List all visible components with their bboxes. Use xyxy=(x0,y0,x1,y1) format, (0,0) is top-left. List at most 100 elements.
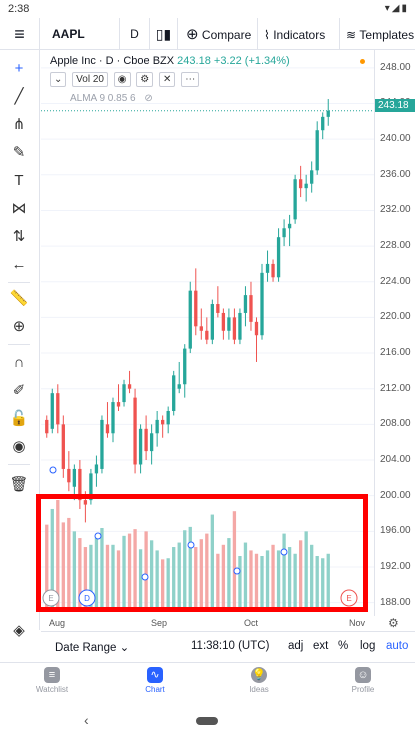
price-tick: 212.00 xyxy=(380,382,411,394)
volume-bar xyxy=(194,547,198,612)
drawing-toolbar: + ╱ ⋔ ✎ T ⋈ ⇅ ← 📏 ⊕ ∩ ✐ 🔓 ◉ 🗑 ◈ xyxy=(0,50,40,639)
prediction-icon[interactable]: ⇅ xyxy=(12,228,26,245)
volume-bar xyxy=(265,550,270,612)
back-icon[interactable]: ‹ xyxy=(84,712,89,728)
alma-legend: ALMA 9 0.85 6 ⊘ xyxy=(70,93,153,104)
pitchfork-icon[interactable]: ⋔ xyxy=(12,116,26,133)
layers-icon[interactable]: ◈ xyxy=(13,622,25,639)
volume-bar xyxy=(155,550,159,612)
price-tick: 196.00 xyxy=(380,525,411,537)
volume-bar xyxy=(138,549,143,612)
candle-body xyxy=(221,312,226,331)
crosshair-icon[interactable]: + xyxy=(14,60,24,77)
dividend-marker xyxy=(78,589,96,607)
candle-body xyxy=(282,228,286,238)
trash-icon[interactable]: 🗑 xyxy=(9,476,29,493)
volume-bar xyxy=(94,538,99,612)
tab-ideas[interactable]: 💡 Ideas xyxy=(229,667,289,694)
volume-bar xyxy=(260,556,264,612)
clock-time[interactable]: 11:38:10 (UTC) xyxy=(191,640,270,652)
zoom-icon[interactable]: ⊕ xyxy=(12,318,26,335)
menu-icon[interactable]: ≡ xyxy=(0,18,40,50)
volume-bar xyxy=(127,533,132,612)
auto-toggle[interactable]: auto xyxy=(386,640,409,652)
date-range-label: Date Range xyxy=(55,642,117,654)
interval-button[interactable]: D xyxy=(120,18,150,50)
ruler-icon[interactable]: 📏 xyxy=(9,290,29,307)
log-toggle[interactable]: log xyxy=(360,640,376,652)
volume-bar xyxy=(315,556,319,612)
visibility-icon[interactable]: ◉ xyxy=(113,72,131,87)
x-label-sep: Sep xyxy=(151,618,168,628)
price-tick: 188.00 xyxy=(380,596,411,608)
more-icon[interactable]: ⋯ xyxy=(181,72,200,87)
candle-body xyxy=(260,272,264,336)
percent-toggle[interactable]: % xyxy=(338,640,349,652)
candle-body xyxy=(177,384,181,389)
ext-toggle[interactable]: ext xyxy=(313,640,329,652)
volume-bar xyxy=(111,544,115,612)
candle-body xyxy=(310,170,314,184)
signal-dot xyxy=(187,541,195,549)
settings-gear-icon[interactable]: ⚙ xyxy=(388,616,399,630)
lock-icon[interactable]: 🔓 xyxy=(9,410,29,427)
lock-pencil-icon[interactable]: ✐ xyxy=(12,382,26,399)
templates-button[interactable]: ≋ Templates xyxy=(340,18,415,50)
close-icon[interactable]: ✕ xyxy=(159,72,176,87)
hidden-eye-icon[interactable]: ⊘ xyxy=(144,93,153,104)
chart-toolbar: ≡ AAPL D ▯▮ ⊕ Compare ⌇ Indicators ≋ Tem… xyxy=(0,18,415,50)
tab-chart[interactable]: ∿ Chart xyxy=(125,667,185,694)
volume-bar xyxy=(56,500,60,612)
price-axis[interactable]: 248.00244.00240.00236.00232.00228.00224.… xyxy=(374,50,415,616)
settings-icon[interactable]: ⚙ xyxy=(136,72,154,87)
trend-line-icon[interactable]: ╱ xyxy=(14,88,24,105)
candles-icon[interactable]: ▯▮ xyxy=(150,18,178,50)
eye-icon[interactable]: ◉ xyxy=(12,438,26,455)
volume-bar xyxy=(304,531,308,612)
candle-body xyxy=(45,419,49,434)
candle-body xyxy=(94,464,99,474)
candle-body xyxy=(271,263,275,278)
candle-body xyxy=(56,393,60,425)
adj-toggle[interactable]: adj xyxy=(288,640,304,652)
tab-profile-label: Profile xyxy=(351,685,375,694)
text-icon[interactable]: T xyxy=(14,172,24,189)
volume-bar xyxy=(216,553,220,612)
volume-bar xyxy=(122,535,126,612)
earnings-marker-upcoming xyxy=(340,589,358,607)
brush-icon[interactable]: ✎ xyxy=(12,144,26,161)
templates-label: Templates xyxy=(359,27,415,42)
back-arrow-icon[interactable]: ← xyxy=(11,256,27,273)
pattern-icon[interactable]: ⋈ xyxy=(11,200,27,217)
indicators-button[interactable]: ⌇ Indicators xyxy=(258,18,340,50)
candle-body xyxy=(249,295,253,322)
tab-watchlist[interactable]: ≡ Watchlist xyxy=(22,667,82,694)
ideas-icon: 💡 xyxy=(251,667,267,683)
candle-body xyxy=(89,473,93,501)
compare-button[interactable]: ⊕ Compare xyxy=(178,18,258,50)
chart-legend: Apple Inc · D · Cboe BZX 243.18 +3.22 (+… xyxy=(50,55,290,67)
candle-body xyxy=(78,468,82,501)
volume-bar xyxy=(199,539,203,612)
tab-profile[interactable]: ☺ Profile xyxy=(333,667,393,694)
signal-dot xyxy=(49,466,57,474)
price-tick: 204.00 xyxy=(380,454,411,466)
candle-body xyxy=(116,402,121,407)
candle-body xyxy=(326,110,330,117)
volume-bar xyxy=(205,533,209,612)
candle-body xyxy=(61,424,65,469)
status-time: 2:38 xyxy=(8,3,30,15)
date-range-button[interactable]: Date Range ⌄ xyxy=(55,640,129,654)
magnet-icon[interactable]: ∩ xyxy=(13,354,25,371)
candle-body xyxy=(276,237,281,278)
compare-label: Compare xyxy=(201,27,252,42)
collapse-icon[interactable]: ⌄ xyxy=(50,72,67,87)
alma-label: ALMA 9 0.85 6 xyxy=(70,93,136,104)
home-pill-icon[interactable] xyxy=(196,717,218,725)
chevron-down-icon: ⌄ xyxy=(119,642,130,654)
status-icons: ▾◢▮ xyxy=(384,3,409,14)
symbol-button[interactable]: AAPL xyxy=(40,18,120,50)
time-axis[interactable]: Aug Sep Oct Nov xyxy=(41,616,374,631)
